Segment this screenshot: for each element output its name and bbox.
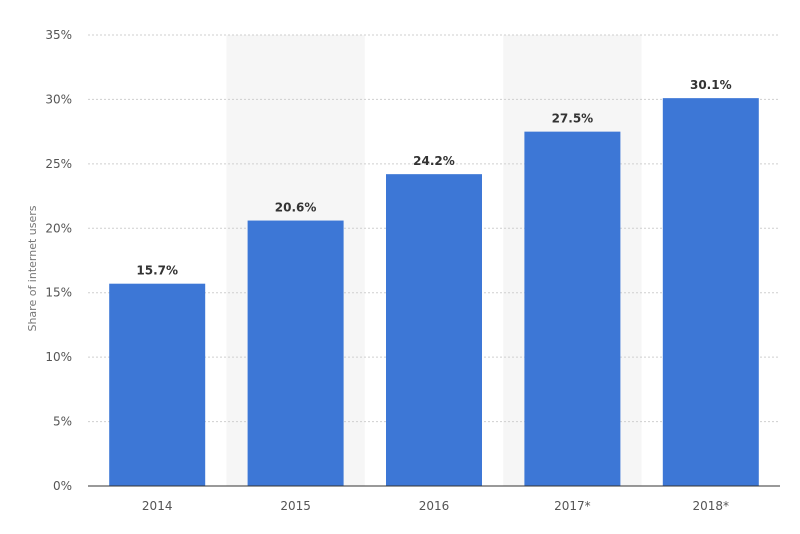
y-tick-label: 0% — [53, 479, 72, 493]
x-tick-label: 2014 — [142, 499, 173, 513]
x-axis-ticks: 2014 2015 2016 2017* 2018* — [142, 499, 729, 513]
bar-2014 — [109, 283, 206, 486]
data-label: 27.5% — [552, 112, 594, 126]
y-tick-label: 35% — [45, 28, 72, 42]
x-tick-label: 2018* — [693, 499, 730, 513]
data-label: 24.2% — [413, 154, 455, 168]
data-labels: 15.7% 20.6% 24.2% 27.5% 30.1% — [136, 78, 731, 278]
y-tick-label: 5% — [53, 415, 72, 429]
bar-2017* — [524, 131, 621, 486]
bar-2015 — [247, 220, 344, 486]
x-tick-label: 2016 — [419, 499, 450, 513]
bars — [109, 98, 759, 486]
y-axis-ticks: 0% 5% 10% 15% 20% 25% 30% 35% — [45, 28, 72, 493]
x-tick-label: 2017* — [554, 499, 591, 513]
y-axis-title: Share of internet users — [26, 205, 39, 331]
data-label: 20.6% — [275, 201, 317, 215]
bar-2018* — [662, 98, 759, 486]
y-tick-label: 30% — [45, 92, 72, 106]
y-tick-label: 25% — [45, 157, 72, 171]
x-tick-label: 2015 — [280, 499, 311, 513]
y-tick-label: 10% — [45, 350, 72, 364]
y-tick-label: 20% — [45, 221, 72, 235]
y-tick-label: 15% — [45, 286, 72, 300]
data-label: 30.1% — [690, 78, 732, 92]
data-label: 15.7% — [136, 264, 178, 278]
bar-2016 — [386, 174, 482, 486]
